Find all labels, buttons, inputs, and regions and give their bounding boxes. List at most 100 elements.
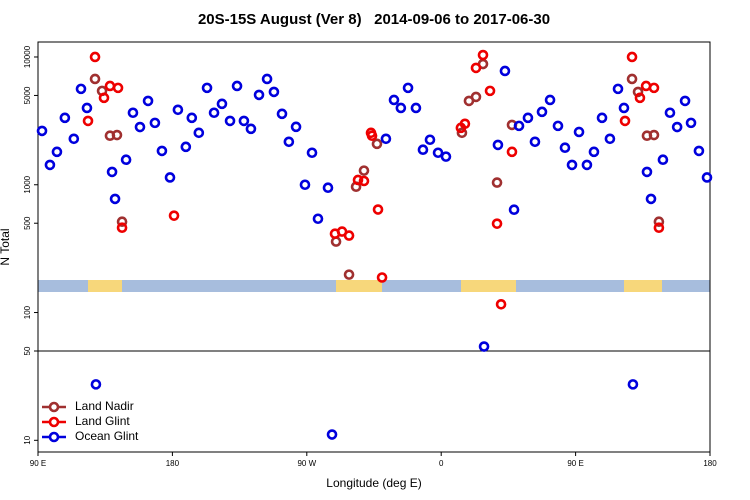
point xyxy=(653,216,665,227)
point xyxy=(388,94,400,106)
x-tick-label: 90 E xyxy=(30,459,46,468)
land-strip xyxy=(624,280,662,292)
point xyxy=(701,172,713,183)
chart-title: 20S-15S August (Ver 8) 2014-09-06 to 201… xyxy=(198,11,550,28)
point xyxy=(529,136,541,148)
legend-marker xyxy=(48,401,60,413)
x-axis-label: Longitude (deg E) xyxy=(326,476,421,490)
point xyxy=(440,151,452,162)
point xyxy=(559,142,571,153)
point xyxy=(619,115,631,127)
point xyxy=(109,193,121,205)
point xyxy=(343,230,355,241)
series xyxy=(82,49,665,310)
point xyxy=(299,179,311,191)
point xyxy=(268,86,280,98)
point xyxy=(552,120,564,132)
point xyxy=(59,112,71,124)
point xyxy=(432,147,444,159)
land-strip xyxy=(88,280,122,292)
point xyxy=(679,95,691,107)
point xyxy=(89,73,101,85)
land-strip xyxy=(336,280,382,292)
point xyxy=(81,102,93,114)
point xyxy=(372,204,384,215)
point xyxy=(544,94,556,106)
legend-marker xyxy=(48,416,60,428)
point xyxy=(238,115,250,127)
point xyxy=(513,120,525,132)
point xyxy=(68,133,80,145)
point xyxy=(648,82,660,94)
point xyxy=(459,118,471,130)
point xyxy=(522,112,534,124)
y-tick-label: 500 xyxy=(23,216,32,230)
point xyxy=(290,121,302,133)
point xyxy=(276,108,288,120)
y-tick-label: 10000 xyxy=(23,45,32,68)
point xyxy=(470,62,482,74)
point xyxy=(596,112,608,124)
point xyxy=(491,218,503,229)
land-strip xyxy=(461,280,516,292)
point xyxy=(134,121,146,133)
point xyxy=(306,147,318,159)
point xyxy=(491,177,503,188)
point xyxy=(685,117,697,129)
legend-marker xyxy=(48,431,60,443)
point xyxy=(216,98,228,110)
point xyxy=(588,146,600,158)
point xyxy=(484,85,496,97)
point xyxy=(573,126,585,138)
point xyxy=(36,125,48,137)
point xyxy=(208,107,220,119)
point xyxy=(657,154,669,166)
point xyxy=(172,104,184,116)
point xyxy=(283,136,295,148)
point xyxy=(536,106,548,118)
point xyxy=(149,117,161,129)
series xyxy=(89,58,665,280)
point xyxy=(75,83,87,95)
point xyxy=(326,429,338,440)
y-tick-label: 5000 xyxy=(23,86,32,104)
point xyxy=(634,92,646,104)
point xyxy=(627,379,639,390)
point xyxy=(261,73,273,85)
point xyxy=(402,82,414,94)
point xyxy=(395,102,407,114)
point xyxy=(664,107,676,119)
y-axis-label: N Total xyxy=(0,228,12,265)
point xyxy=(671,121,683,133)
point xyxy=(626,73,638,85)
point xyxy=(495,298,507,310)
point xyxy=(492,139,504,151)
point xyxy=(89,51,101,63)
point xyxy=(312,213,324,225)
point xyxy=(164,172,176,183)
point xyxy=(127,107,139,119)
point xyxy=(82,115,94,127)
point xyxy=(508,204,520,215)
point xyxy=(645,193,657,205)
point xyxy=(343,269,355,280)
point xyxy=(142,95,154,107)
point xyxy=(648,129,660,141)
point xyxy=(380,133,392,145)
point xyxy=(253,89,265,101)
point xyxy=(618,102,630,114)
x-tick-label: 90 E xyxy=(567,459,583,468)
point xyxy=(641,166,653,178)
point xyxy=(352,174,364,186)
y-tick-label: 1000 xyxy=(23,175,32,193)
plot-frame xyxy=(37,41,711,453)
point xyxy=(693,145,705,157)
point xyxy=(51,146,63,158)
point xyxy=(581,159,593,171)
point xyxy=(366,130,378,142)
point xyxy=(456,127,468,139)
point xyxy=(499,65,511,77)
point xyxy=(376,272,388,283)
point xyxy=(424,134,436,146)
